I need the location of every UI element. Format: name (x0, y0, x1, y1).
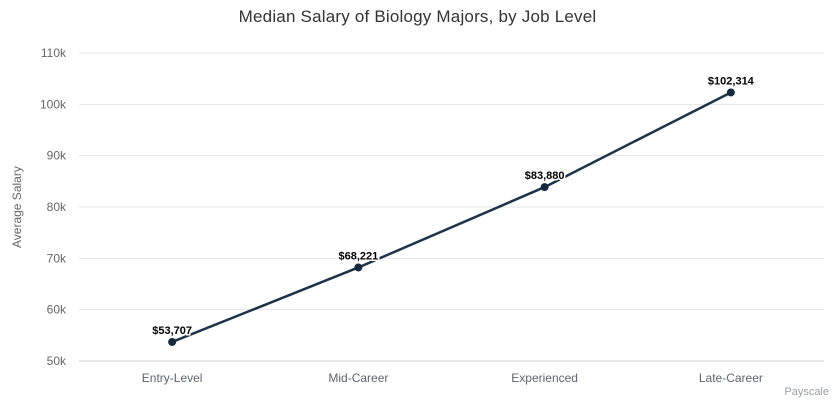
y-tick-label: 50k (47, 354, 67, 368)
x-category-label: Mid-Career (328, 371, 388, 385)
y-tick-label: 110k (41, 46, 67, 60)
data-point-label: $102,314 (708, 75, 755, 87)
data-point-label: $83,880 (525, 170, 565, 182)
data-point-label: $53,707 (152, 325, 192, 337)
data-point-late-career[interactable] (726, 88, 735, 97)
x-category-label: Entry-Level (142, 371, 203, 385)
x-category-label: Late-Career (699, 371, 763, 385)
data-point-mid-career[interactable] (354, 263, 363, 272)
y-tick-label: 60k (47, 303, 67, 317)
x-category-label: Experienced (511, 371, 578, 385)
y-tick-label: 90k (47, 149, 67, 163)
chart-title: Median Salary of Biology Majors, by Job … (238, 7, 597, 26)
watermark-payscale: Payscale (784, 386, 829, 398)
y-tick-label: 80k (47, 200, 67, 214)
y-tick-label: 70k (47, 251, 67, 265)
y-tick-label: 100k (40, 97, 67, 111)
data-point-entry-level[interactable] (168, 337, 177, 346)
data-point-label: $68,221 (338, 250, 378, 262)
data-point-experienced[interactable] (540, 183, 549, 192)
salary-line-series (170, 91, 733, 344)
